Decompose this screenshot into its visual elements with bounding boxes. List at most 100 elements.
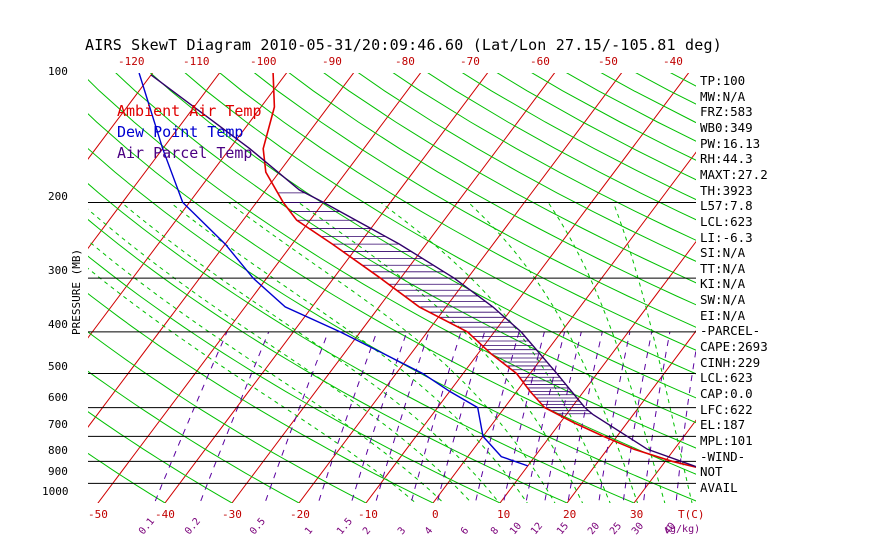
pressure-tick-label: 200 [48, 190, 68, 203]
dry-adiabat [357, 73, 696, 262]
stat-item: CINH:229 [700, 354, 761, 370]
dry-adiabat [88, 331, 368, 503]
mixing-ratio-line [153, 331, 228, 503]
mixing-ratio-line [675, 346, 696, 503]
mixing-ratio-line [436, 331, 486, 503]
dry-adiabat [427, 73, 696, 221]
stat-item: AVAIL [700, 479, 738, 495]
pressure-tick-label: 300 [48, 264, 68, 277]
isotherm-line [88, 73, 355, 428]
stat-item: TH:3923 [700, 182, 753, 198]
legend-ambient-label: Ambient Air Temp [117, 102, 262, 120]
stat-item: LFC:622 [700, 401, 753, 417]
dry-adiabat [88, 452, 166, 503]
moist-adiabat [612, 202, 693, 503]
stat-item: FRZ:583 [700, 104, 753, 120]
dry-adiabat [667, 53, 870, 512]
legend-dewpoint: Dew Point Temp [117, 123, 243, 141]
isotherm-line [97, 73, 422, 503]
isotherm-line [164, 73, 489, 503]
dry-adiabat [88, 255, 502, 503]
bottom-temp-tick-label: -30 [222, 508, 242, 521]
isotherm-line [0, 53, 33, 512]
mixing-ratio-line [374, 331, 430, 503]
isotherm-line [88, 73, 288, 339]
top-temp-tick-label: -50 [598, 55, 618, 68]
top-temp-tick-label: -100 [250, 55, 277, 68]
top-temp-tick-label: -80 [395, 55, 415, 68]
dry-adiabat [184, 73, 696, 375]
moist-adiabat [547, 202, 666, 503]
bottom-temp-unit: T(C) [678, 508, 705, 521]
pressure-tick-label: 800 [48, 444, 68, 457]
bottom-temp-tick-label: -20 [290, 508, 310, 521]
mixing-ratio-line [350, 331, 408, 503]
mixing-ratio-line [622, 331, 653, 503]
stat-item: LCL:623 [700, 370, 753, 386]
bottom-temp-tick-label: -10 [358, 508, 378, 521]
legend-dewpoint-label: Dew Point Temp [117, 123, 244, 141]
pressure-tick-label: 700 [48, 418, 68, 431]
stat-item: SW:N/A [700, 292, 746, 308]
pressure-axis-label: PRESSURE (MB) [70, 248, 83, 335]
stat-item: CAP:0.0 [700, 386, 753, 401]
stat-item: L57:7.8 [700, 198, 753, 214]
stat-item: SI:N/A [700, 245, 746, 261]
dry-adiabat [88, 411, 233, 503]
dry-adiabat [288, 73, 696, 306]
stat-item: LI:-6.3 [700, 229, 753, 245]
top-temp-tick-label: -110 [183, 55, 210, 68]
stat-item: TT:N/A [700, 260, 746, 276]
dry-adiabat [496, 73, 696, 181]
mixing-ratio-line [199, 331, 270, 503]
stat-item: WB0:349 [700, 119, 753, 135]
stat-item: MW:N/A [700, 88, 746, 104]
moist-adiabat [88, 208, 473, 503]
stat-item: TP:100 [700, 73, 746, 88]
isotherm-line [88, 73, 221, 250]
stat-item: CAPE:2693 [700, 339, 768, 355]
stat-item: -PARCEL- [700, 323, 761, 339]
isotherm-line [298, 73, 623, 503]
legend-parcel: Air Parcel Temp [117, 144, 252, 162]
isotherm-line [566, 330, 696, 503]
mixing-ratio-line [642, 331, 671, 503]
isotherm-line [231, 73, 556, 503]
dry-adiabat [88, 147, 696, 502]
bottom-temp-tick-label: -40 [155, 508, 175, 521]
stat-item: MAXT:27.2 [700, 166, 768, 182]
isotherm-line [633, 419, 696, 503]
isotherm-line [828, 53, 870, 512]
bottom-temp-tick-label: 20 [563, 508, 577, 521]
moist-adiabat [380, 202, 611, 503]
stat-item: NOT [700, 464, 723, 480]
pressure-tick-label: 1000 [42, 485, 69, 498]
dry-adiabat [88, 113, 696, 475]
top-temp-tick-label: -40 [663, 55, 683, 68]
legend-parcel-label: Air Parcel Temp [117, 144, 253, 162]
parcel-temp-line [150, 74, 696, 468]
bottom-temp-tick-label: -50 [88, 508, 108, 521]
stat-item: MPL:101 [700, 432, 753, 448]
isotherm-line [499, 240, 696, 503]
dry-adiabat [88, 183, 636, 503]
pressure-tick-label: 500 [48, 360, 68, 373]
ambient-temp-line [262, 73, 696, 468]
mixing-ratio-line [264, 331, 329, 503]
mixing-ratio-line [567, 331, 603, 503]
top-temp-tick-label: -70 [460, 55, 480, 68]
mixing-ratio-line [317, 331, 378, 503]
stat-item: PW:16.13 [700, 135, 761, 151]
mixing-ratio-unit: (g/kg) [664, 524, 701, 535]
isotherm-line [761, 53, 870, 512]
mixing-ratio-line [410, 331, 462, 503]
pressure-tick-label: 100 [48, 65, 68, 78]
moist-adiabat [169, 202, 528, 503]
stat-item: KI:N/A [700, 276, 746, 292]
dry-adiabat [461, 73, 696, 201]
moist-adiabat [88, 267, 417, 503]
dry-adiabat [88, 218, 569, 503]
pressure-tick-label: 900 [48, 465, 68, 478]
moist-adiabat [121, 202, 501, 503]
dry-adiabat [219, 73, 696, 351]
